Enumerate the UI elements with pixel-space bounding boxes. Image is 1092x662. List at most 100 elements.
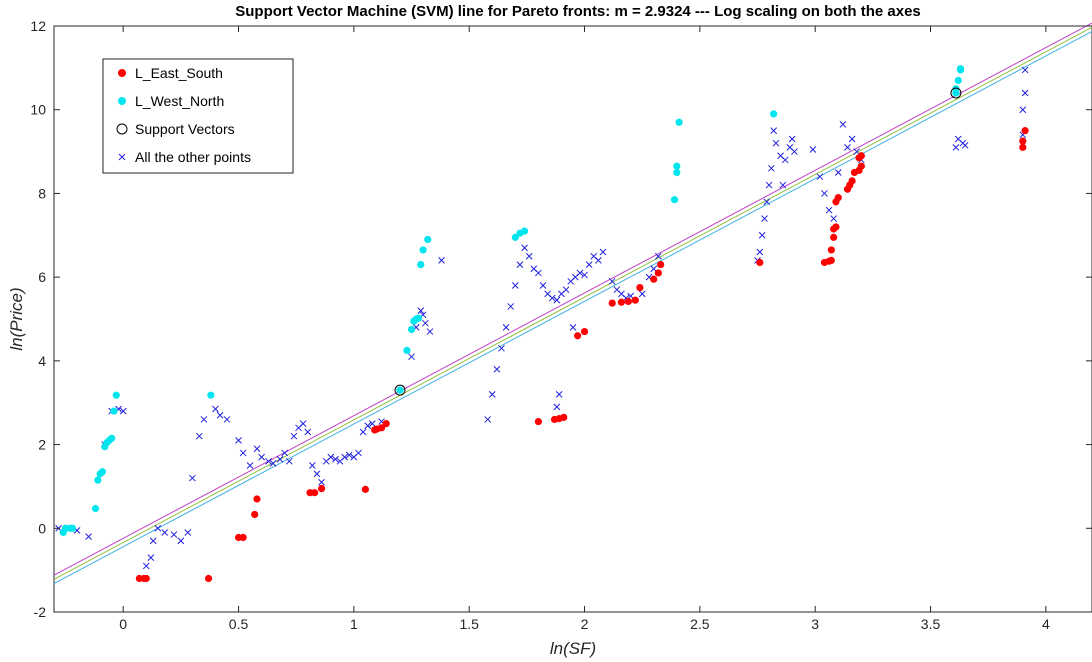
y-tick-label: 2 [38,437,46,453]
other-point-marker [569,324,577,331]
other-point-marker [147,554,155,561]
west-north-point [956,65,965,73]
other-point-marker [844,144,851,151]
east-south-point [832,223,840,231]
east-south-point [377,424,386,432]
other-point-marker [258,453,265,461]
other-point-marker [422,319,429,327]
west-north-point [403,346,411,354]
other-point-marker [276,455,284,463]
east-south-point [382,420,390,428]
other-point-marker [85,533,92,541]
x-tick-label: 2 [581,616,589,632]
support-vector-point [394,384,406,396]
east-south-point [534,417,543,426]
west-north-point [112,391,120,399]
other-point-marker [756,248,764,256]
other-point-marker [216,411,224,419]
y-tick-label: -2 [34,604,47,620]
other-point-marker [265,457,272,465]
east-south-point [657,260,665,269]
other-point-marker [585,261,593,268]
x-tick-label: 0.5 [229,616,249,632]
west-north-point [670,196,679,204]
other-point-marker [825,206,833,214]
east-south-point [834,194,842,202]
other-point-marker [608,277,616,285]
other-point-marker [654,252,662,260]
legend-marker-west-north [118,97,126,105]
legend-label-east-south: L_East_South [135,65,223,81]
west-north-point [68,524,77,532]
east-south-point [580,327,589,336]
svm-margin-lower-line [53,30,1092,584]
other-point-marker [781,156,789,164]
other-point-marker [368,420,376,427]
other-point-marker [359,428,367,436]
other-point-marker [119,407,127,415]
other-point-marker [426,328,434,335]
x-tick-label: 2.5 [690,616,710,632]
other-point-marker [484,416,492,423]
east-south-point [1019,137,1027,145]
x-tick-label: 3.5 [921,616,941,632]
other-point-marker [498,344,505,352]
west-north-point [207,391,215,399]
other-point-marker [772,139,780,147]
chart-title: Support Vector Machine (SVM) line for Pa… [235,3,921,20]
other-point-marker [848,135,856,143]
west-north-point [414,314,423,322]
east-south-point [756,258,764,267]
other-point-marker [576,269,584,277]
other-point-marker [525,252,533,260]
other-point-marker [239,449,247,457]
east-south-point [142,574,150,583]
other-point-marker [184,529,192,536]
other-point-marker [142,562,150,570]
west-north-point [110,407,118,415]
other-point-marker [761,215,768,222]
legend-label-other-points: All the other points [135,149,251,165]
west-north-point [673,168,681,177]
x-tick-label: 0 [119,616,127,632]
other-point-marker [327,453,335,461]
other-point-marker [816,173,824,181]
other-point-marker [599,248,607,256]
y-tick-label: 10 [30,102,46,118]
other-point-marker [493,365,501,373]
other-point-marker [364,422,372,430]
other-point-marker [763,198,771,206]
other-point-marker [281,449,289,457]
west-north-point [407,325,416,334]
y-tick-label: 0 [38,520,46,536]
other-point-marker [299,420,307,427]
other-point-marker [830,215,838,222]
x-axis-label: ln(SF) [550,639,596,658]
east-south-point [631,296,639,304]
east-south-point [830,233,838,241]
other-point-marker [313,470,321,478]
y-tick-label: 6 [38,269,46,285]
east-south-point [827,256,835,264]
other-point-marker [809,146,817,153]
x-tick-label: 1.5 [459,616,479,632]
other-point-marker [521,244,528,252]
east-south-point [251,510,259,519]
east-south-point [311,489,319,497]
other-point-marker [952,144,960,151]
other-point-marker [548,294,556,302]
east-south-point [617,298,626,306]
east-south-point [608,299,616,307]
other-point-marker [758,231,766,239]
other-point-marker [821,190,828,197]
east-south-point [361,485,369,493]
east-south-point [253,495,261,503]
other-point-marker [438,257,445,264]
other-point-marker [189,474,196,482]
other-point-marker [839,121,847,128]
other-point-marker [285,457,293,465]
east-south-point [654,269,662,277]
other-point-marker [765,181,773,189]
other-point-marker [161,529,169,536]
x-tick-label: 4 [1042,616,1050,632]
